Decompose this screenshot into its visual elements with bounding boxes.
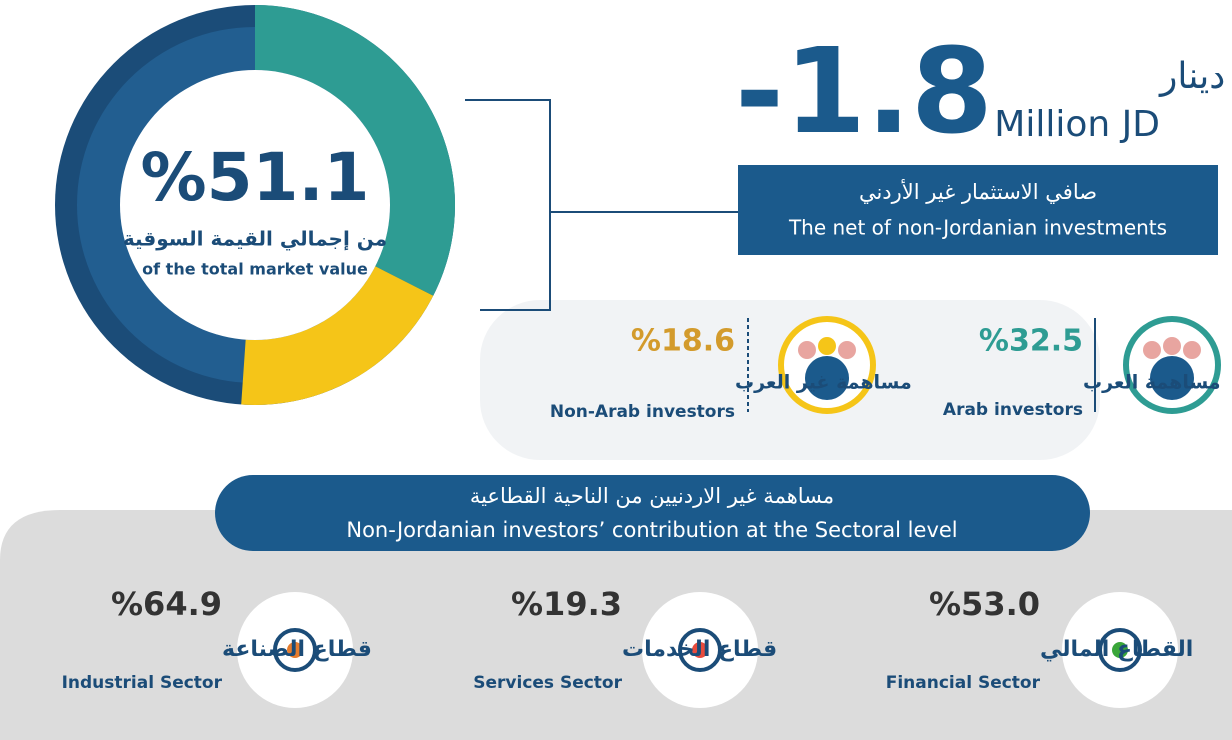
sector-label-en: Services Sector <box>473 673 622 693</box>
net-box <box>738 165 1218 255</box>
icon-glyph <box>692 642 708 658</box>
net-title-ar: صافي الاستثمار غير الأردني <box>859 179 1097 204</box>
net-value: -1.8 <box>735 22 993 160</box>
sector-share: %19.3 <box>511 585 622 623</box>
people <box>1143 337 1201 359</box>
arab-share: %32.5 <box>979 324 1083 359</box>
icon-glyph <box>273 628 317 672</box>
non-arab-label-en: Non-Arab investors <box>550 402 735 422</box>
icon-glyph <box>678 628 722 672</box>
arab-label-ar: مساهمة العرب <box>1083 372 1221 394</box>
connector <box>465 99 738 311</box>
icon-glyph <box>1112 642 1128 658</box>
icon-glyph <box>1098 628 1142 672</box>
donut-label-ar: من إجمالي القيمة السوقية <box>123 227 387 252</box>
arab-label-en: Arab investors <box>943 400 1083 420</box>
non-arab-label-ar: مساهمة غير العرب <box>735 372 912 394</box>
sector-share: %64.9 <box>111 585 222 623</box>
sector-share: %53.0 <box>929 585 1040 623</box>
globe <box>1150 356 1194 400</box>
sector-label-ar: القطاع المالي <box>1040 637 1193 662</box>
sectoral-banner <box>215 475 1090 551</box>
sector-label-ar: قطاع الخدمات <box>622 637 777 662</box>
donut-hole <box>120 70 390 340</box>
sector-label-ar: قطاع الصناعة <box>222 637 372 662</box>
sector-label-en: Financial Sector <box>886 673 1041 693</box>
people <box>798 337 856 359</box>
icon-glyph <box>287 642 303 658</box>
donut-total: %51.1 <box>141 139 370 216</box>
net-unit-en: Million JD <box>994 104 1160 145</box>
sectoral-title-ar: مساهمة غير الاردنيين من الناحية القطاعية <box>470 484 834 508</box>
sector-label-en: Industrial Sector <box>62 673 223 693</box>
net-unit-ar: مليون دينار <box>1158 56 1232 97</box>
net-title-en: The net of non-Jordanian investments <box>788 216 1167 240</box>
donut-label-en: of the total market value <box>142 260 368 279</box>
globe <box>805 356 849 400</box>
sectoral-title-en: Non-Jordanian investors’ contribution at… <box>346 518 957 542</box>
donut-segment <box>255 5 455 296</box>
non-arab-share: %18.6 <box>631 324 735 359</box>
donut-segment <box>241 266 434 405</box>
